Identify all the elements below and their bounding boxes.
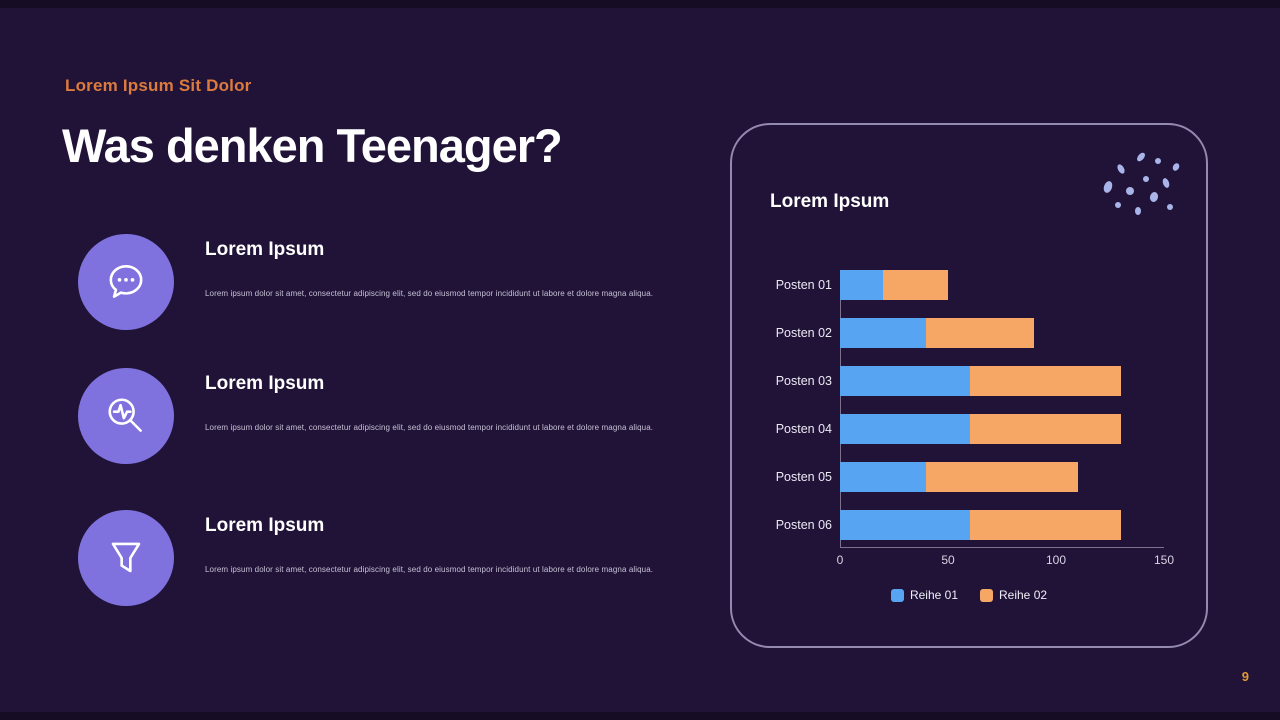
- bar-segment-reihe-01: [840, 510, 970, 540]
- bar-track: [840, 462, 1164, 492]
- bar-segment-reihe-02: [969, 414, 1121, 444]
- chart-rows: Posten 01 Posten 02 Posten 03 Posten 04 Post…: [772, 270, 1164, 540]
- chart-row: Posten 01: [772, 270, 1164, 300]
- legend-item: Reihe 01: [890, 588, 958, 602]
- legend-swatch: [980, 588, 993, 602]
- chart-card: Lorem Ipsum Posten 01 Posten 02 Posten 03 P…: [730, 123, 1208, 648]
- top-edge-strip: [0, 0, 1280, 8]
- legend-label: Reihe 01: [909, 588, 958, 602]
- chart-category-label: Posten 04: [775, 422, 832, 436]
- bar-track: [840, 414, 1164, 444]
- feature-item: Lorem Ipsum Lorem ipsum dolor sit amet, …: [78, 368, 653, 464]
- chart-y-axis-line: [840, 270, 841, 547]
- funnel-icon: [78, 510, 174, 606]
- bar-segment-reihe-02: [883, 270, 948, 300]
- chart-row: Posten 06: [772, 510, 1164, 540]
- feature-text: Lorem Ipsum Lorem ipsum dolor sit amet, …: [205, 234, 653, 298]
- x-tick-label: 50: [941, 553, 955, 567]
- search-pulse-icon: [78, 368, 174, 464]
- feature-text: Lorem Ipsum Lorem ipsum dolor sit amet, …: [205, 510, 653, 574]
- feature-item: Lorem Ipsum Lorem ipsum dolor sit amet, …: [78, 234, 653, 330]
- bar-segment-reihe-02: [926, 318, 1035, 348]
- chart-category-label: Posten 05: [775, 470, 832, 484]
- feature-title: Lorem Ipsum: [205, 515, 325, 536]
- chart-category-label: Posten 02: [775, 326, 832, 340]
- feature-item: Lorem Ipsum Lorem ipsum dolor sit amet, …: [78, 510, 653, 606]
- feature-title: Lorem Ipsum: [205, 373, 325, 394]
- chart-category-label: Posten 01: [775, 278, 832, 292]
- bar-segment-reihe-01: [840, 318, 927, 348]
- bar-segment-reihe-02: [969, 510, 1121, 540]
- bar-segment-reihe-01: [840, 270, 884, 300]
- feature-body: Lorem ipsum dolor sit amet, consectetur …: [205, 565, 654, 574]
- legend-label: Reihe 02: [999, 588, 1048, 602]
- stacked-bar-chart: Posten 01 Posten 02 Posten 03 Posten 04 Post…: [772, 270, 1174, 567]
- bar-track: [840, 270, 1164, 300]
- bar-segment-reihe-01: [840, 414, 970, 444]
- bar-segment-reihe-01: [840, 462, 927, 492]
- feature-title: Lorem Ipsum: [205, 239, 325, 260]
- chart-xticks: 0 50 100 150: [836, 553, 1174, 569]
- legend-swatch: [890, 588, 904, 602]
- bar-segment-reihe-01: [840, 366, 970, 396]
- bar-segment-reihe-02: [926, 462, 1078, 492]
- confetti-decoration-icon: [1103, 152, 1180, 215]
- chart-card-title: Lorem Ipsum: [770, 191, 890, 212]
- chart-row: Posten 04: [772, 414, 1164, 444]
- chart-row: Posten 03: [772, 366, 1164, 396]
- chart-row: Posten 05: [772, 462, 1164, 492]
- page-number: 9: [1241, 669, 1249, 684]
- x-tick-label: 150: [1153, 553, 1175, 567]
- feature-body: Lorem ipsum dolor sit amet, consectetur …: [205, 423, 654, 432]
- x-tick-label: 0: [836, 553, 844, 567]
- feature-text: Lorem Ipsum Lorem ipsum dolor sit amet, …: [205, 368, 653, 432]
- bar-track: [840, 510, 1164, 540]
- chart-x-axis-line: [840, 547, 1164, 548]
- slide-subtitle: Lorem Ipsum Sit Dolor: [65, 76, 252, 95]
- bar-track: [840, 366, 1164, 396]
- chat-dots-icon: [78, 234, 174, 330]
- chart-category-label: Posten 03: [775, 374, 832, 388]
- chart-category-label: Posten 06: [775, 518, 832, 532]
- chart-legend: Reihe 01 Reihe 02: [732, 588, 1206, 602]
- slide-title: Was denken Teenager?: [62, 119, 563, 172]
- bar-segment-reihe-02: [969, 366, 1121, 396]
- feature-body: Lorem ipsum dolor sit amet, consectetur …: [205, 289, 654, 298]
- legend-item: Reihe 02: [980, 588, 1047, 602]
- x-tick-label: 100: [1045, 553, 1067, 567]
- bottom-edge-strip: [0, 712, 1280, 720]
- chart-row: Posten 02: [772, 318, 1164, 348]
- bar-track: [840, 318, 1164, 348]
